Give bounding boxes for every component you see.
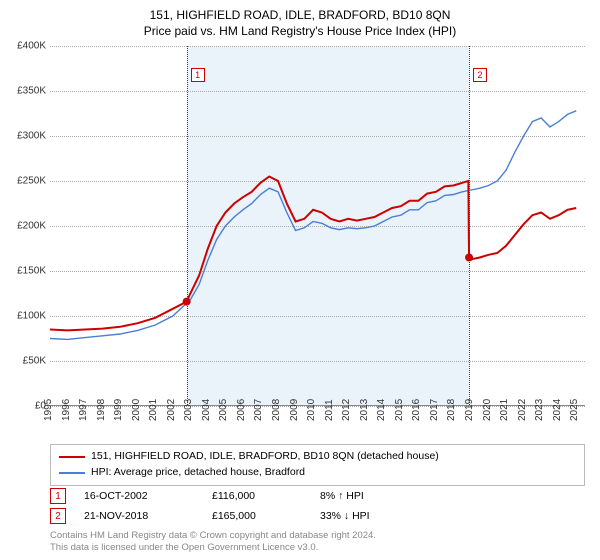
event-pct: 33% ↓ HPI xyxy=(320,510,440,522)
legend-swatch xyxy=(59,472,85,474)
event-date: 16-OCT-2002 xyxy=(84,490,194,502)
event-pct: 8% ↑ HPI xyxy=(320,490,440,502)
footer-line-2: This data is licensed under the Open Gov… xyxy=(50,542,585,554)
legend-item: 151, HIGHFIELD ROAD, IDLE, BRADFORD, BD1… xyxy=(59,449,576,465)
y-axis-label: £50K xyxy=(23,356,46,367)
y-axis-label: £400K xyxy=(17,41,46,52)
y-axis-label: £350K xyxy=(17,86,46,97)
plot-area: £0£50K£100K£150K£200K£250K£300K£350K£400… xyxy=(50,46,585,406)
event-row: 1 16-OCT-2002 £116,000 8% ↑ HPI xyxy=(50,486,585,506)
event-marker-point xyxy=(465,254,473,262)
legend-label: 151, HIGHFIELD ROAD, IDLE, BRADFORD, BD1… xyxy=(91,449,439,465)
footer-line-1: Contains HM Land Registry data © Crown c… xyxy=(50,530,585,542)
event-table: 1 16-OCT-2002 £116,000 8% ↑ HPI 2 21-NOV-2018… xyxy=(50,486,585,526)
series-price_paid xyxy=(50,177,576,331)
legend: 151, HIGHFIELD ROAD, IDLE, BRADFORD, BD1… xyxy=(50,444,585,486)
event-date: 21-NOV-2018 xyxy=(84,510,194,522)
chart-container: 151, HIGHFIELD ROAD, IDLE, BRADFORD, BD1… xyxy=(0,0,600,560)
event-row: 2 21-NOV-2018 £165,000 33% ↓ HPI xyxy=(50,506,585,526)
legend-swatch xyxy=(59,456,85,458)
event-marker-point xyxy=(183,298,191,306)
event-price: £116,000 xyxy=(212,490,302,502)
legend-item: HPI: Average price, detached house, Brad… xyxy=(59,465,576,481)
legend-label: HPI: Average price, detached house, Brad… xyxy=(91,465,305,481)
footer-attribution: Contains HM Land Registry data © Crown c… xyxy=(50,530,585,555)
event-badge: 1 xyxy=(50,488,66,504)
event-price: £165,000 xyxy=(212,510,302,522)
y-axis-label: £300K xyxy=(17,131,46,142)
line-chart-svg xyxy=(50,46,585,406)
chart-title: 151, HIGHFIELD ROAD, IDLE, BRADFORD, BD1… xyxy=(0,0,600,22)
series-hpi xyxy=(50,111,576,340)
y-axis-label: £150K xyxy=(17,266,46,277)
event-badge: 2 xyxy=(50,508,66,524)
y-axis-label: £250K xyxy=(17,176,46,187)
y-axis-label: £100K xyxy=(17,311,46,322)
chart-subtitle: Price paid vs. HM Land Registry's House … xyxy=(0,22,600,46)
y-axis-label: £200K xyxy=(17,221,46,232)
